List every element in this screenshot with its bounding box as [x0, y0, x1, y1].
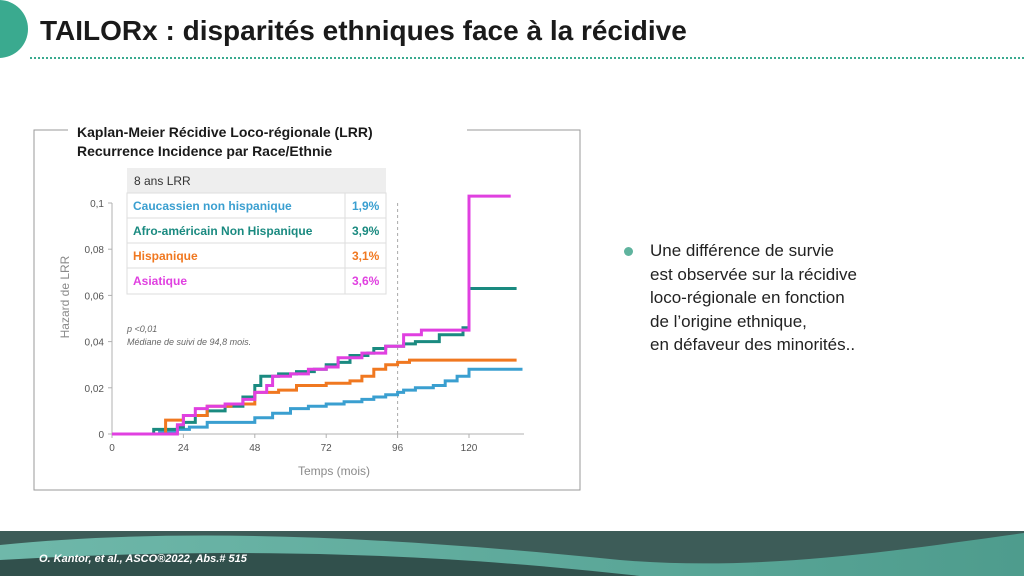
y-tick-label: 0: [98, 430, 104, 441]
lrr-row-label-asian: Asiatique: [133, 274, 187, 288]
median-followup-annotation: Médiane de suivi de 94,8 mois.: [127, 337, 251, 347]
chart-title-line-1: Kaplan-Meier Récidive Loco-régionale (LR…: [77, 124, 373, 140]
y-tick-label: 0,02: [85, 384, 105, 395]
x-tick-label: 120: [461, 443, 478, 454]
lrr-row-value-african-american: 3,9%: [352, 224, 380, 238]
summary-line: est observée sur la récidive: [650, 264, 857, 284]
lrr-row-value-caucasian: 1,9%: [352, 199, 380, 213]
y-tick-label: 0,04: [85, 338, 105, 349]
y-tick-label: 0,1: [90, 199, 104, 210]
chart-box-frame: [33, 129, 581, 491]
y-tick-label: 0,06: [85, 291, 105, 302]
lrr-row-label-hispanic: Hispanique: [133, 249, 198, 263]
chart-title-line-2: Recurrence Incidence par Race/Ethnie: [77, 143, 332, 159]
summary-line: Une différence de survie: [650, 241, 834, 260]
summary-line: de l’origine ethnique,: [650, 311, 807, 331]
y-tick-label: 0,08: [85, 245, 105, 256]
lrr-row-value-asian: 3,6%: [352, 274, 380, 288]
title-divider: [30, 57, 1024, 59]
x-tick-label: 24: [178, 443, 190, 454]
plot-area: 0 24 48 72 96 120 0 0,02 0,04 0,06 0,08 0,1: [85, 194, 524, 454]
footer-citation: O. Kantor, et al., ASCO®2022, Abs.# 515: [39, 553, 247, 565]
series-line-3: [112, 194, 511, 436]
slide-title: TAILORx : disparités ethniques face à la…: [40, 15, 687, 46]
summary-bullet: Une différence de survie est observée su…: [624, 239, 884, 357]
summary-line: loco-régionale en fonction: [650, 288, 845, 307]
lrr-row-label-african-american: Afro-américain Non Hispanique: [133, 224, 313, 238]
p-value-annotation: p <0,01: [126, 324, 157, 334]
x-tick-label: 0: [109, 443, 115, 454]
lrr-table-header: 8 ans LRR: [134, 174, 191, 188]
lrr-table: 8 ans LRR Caucassien non hispanique 1,9%…: [126, 168, 387, 295]
series-line-0: [112, 367, 523, 436]
summary-line: en défaveur des minorités..: [650, 335, 856, 354]
lrr-row-label-caucasian: Caucassien non hispanique: [133, 199, 292, 213]
series-line-1: [112, 287, 517, 436]
lrr-table-header-bg: [127, 168, 386, 193]
x-tick-label: 96: [392, 443, 404, 454]
bullet-dot-icon: [624, 247, 633, 256]
summary-text: Une différence de survie est observée su…: [650, 239, 884, 357]
x-tick-label: 72: [321, 443, 333, 454]
lrr-row-value-hispanic: 3,1%: [352, 249, 380, 263]
x-tick-label: 48: [249, 443, 261, 454]
y-axis-title: Hazard de LRR: [58, 255, 72, 338]
x-axis-title: Temps (mois): [298, 464, 370, 478]
footer-wave-dark: [0, 553, 640, 576]
